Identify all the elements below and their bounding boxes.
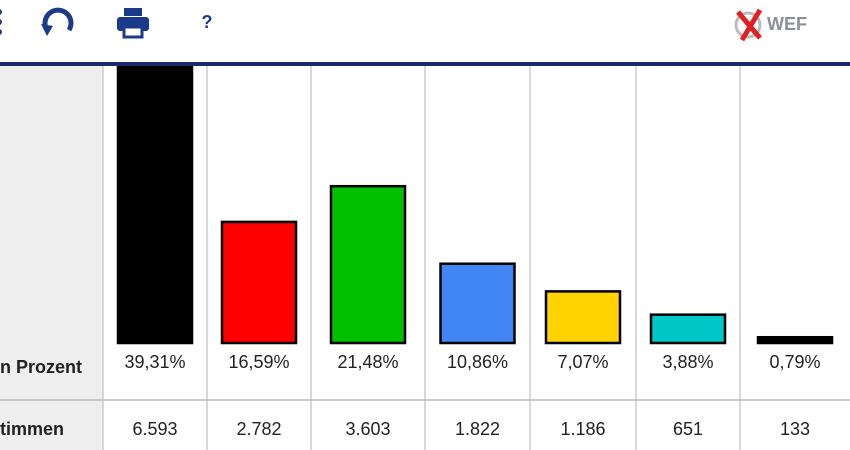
toolbar: ? WEF — [0, 0, 850, 66]
logo-text: WEF — [767, 14, 807, 34]
percent-label: 10,86% — [447, 352, 508, 372]
row-label: n Prozent — [0, 357, 82, 377]
bar — [439, 262, 516, 345]
table-body: 39,31% 6.593 16,59% 2.782 21,48% 3.603 10,86% 1… — [102, 54, 834, 450]
label-column — [0, 0, 103, 450]
percent-label: 0,79% — [769, 352, 820, 372]
percent-label: 21,48% — [337, 352, 398, 372]
vote-count: 3.603 — [345, 419, 390, 439]
logo-mark — [734, 11, 762, 39]
percent-label: 16,59% — [228, 352, 289, 372]
print-icon[interactable] — [117, 8, 149, 39]
bar — [329, 184, 407, 345]
bar — [220, 220, 298, 345]
toolbar-border — [0, 62, 850, 66]
bar — [544, 290, 622, 345]
vote-count: 133 — [780, 419, 810, 439]
vote-count: 2.782 — [236, 419, 281, 439]
percent-label: 7,07% — [557, 352, 608, 372]
percent-label: 39,31% — [124, 352, 185, 372]
bar — [116, 54, 194, 345]
vote-count: 1.186 — [560, 419, 605, 439]
vote-count: 1.822 — [455, 419, 500, 439]
bar — [649, 313, 727, 345]
refresh-arrow — [41, 24, 53, 36]
refresh-icon[interactable] — [42, 7, 74, 32]
menu-icon[interactable] — [0, 9, 2, 35]
help-icon[interactable]: ? — [202, 12, 213, 32]
vote-count: 651 — [673, 419, 703, 439]
row-label: timmen — [0, 419, 64, 439]
bar — [756, 335, 834, 345]
logo-cross — [736, 8, 763, 42]
vote-count: 6.593 — [132, 419, 177, 439]
percent-label: 3,88% — [662, 352, 713, 372]
